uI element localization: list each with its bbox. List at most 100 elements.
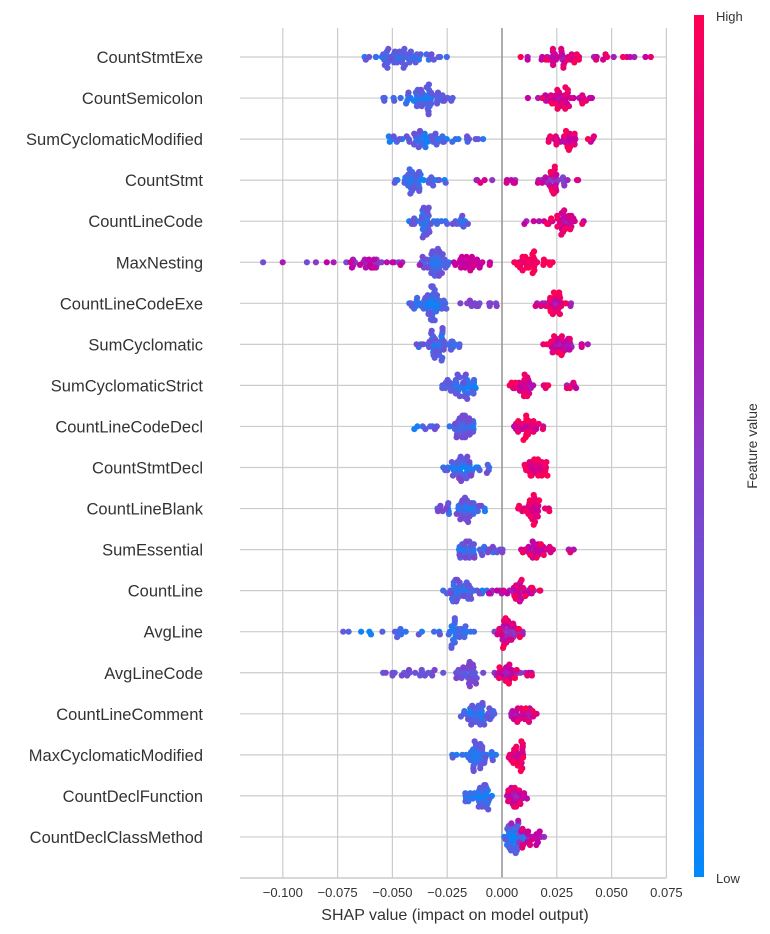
feature-label: CountLineCodeExe bbox=[60, 295, 203, 313]
shap-point bbox=[435, 349, 442, 356]
shap-point bbox=[571, 130, 578, 137]
shap-point bbox=[486, 300, 493, 307]
shap-point bbox=[546, 508, 553, 515]
shap-point bbox=[408, 302, 415, 310]
shap-point bbox=[260, 259, 267, 266]
shap-point bbox=[506, 661, 513, 668]
shap-point bbox=[413, 341, 420, 348]
shap-point bbox=[554, 86, 561, 93]
feature-label: SumCyclomatic bbox=[88, 336, 203, 354]
shap-point bbox=[562, 300, 570, 307]
shap-point bbox=[476, 546, 483, 553]
shap-point bbox=[535, 420, 542, 427]
shap-point bbox=[511, 385, 518, 392]
shap-point bbox=[394, 634, 401, 641]
shap-point bbox=[464, 220, 471, 227]
shap-point bbox=[381, 56, 388, 63]
shap-point bbox=[571, 141, 578, 148]
shap-point bbox=[493, 587, 500, 594]
shap-point bbox=[549, 349, 556, 356]
shap-point bbox=[477, 765, 484, 772]
shap-point bbox=[488, 749, 495, 756]
shap-point bbox=[521, 461, 528, 468]
shap-point bbox=[517, 767, 524, 775]
shap-point bbox=[475, 136, 482, 143]
shap-point bbox=[471, 554, 478, 561]
x-tick-label: −0.025 bbox=[427, 885, 467, 900]
feature-label: CountDeclClassMethod bbox=[30, 829, 203, 847]
shap-point bbox=[531, 456, 538, 463]
shap-point bbox=[486, 705, 493, 712]
shap-point bbox=[486, 261, 493, 268]
shap-point bbox=[550, 289, 558, 296]
shap-point bbox=[390, 133, 397, 140]
shap-point bbox=[527, 513, 534, 520]
shap-point bbox=[391, 628, 399, 635]
shap-point bbox=[468, 500, 475, 507]
shap-point bbox=[459, 212, 466, 219]
shap-point bbox=[457, 300, 464, 307]
shap-point bbox=[420, 204, 427, 211]
shap-point bbox=[454, 576, 461, 584]
shap-point bbox=[366, 53, 373, 61]
shap-point bbox=[438, 218, 445, 225]
shap-point bbox=[475, 803, 482, 810]
shap-point bbox=[545, 382, 552, 389]
shap-point bbox=[481, 782, 488, 789]
shap-point bbox=[462, 371, 469, 378]
shap-point bbox=[403, 100, 410, 107]
shap-point bbox=[414, 294, 421, 301]
shap-point bbox=[564, 177, 571, 184]
shap-point bbox=[419, 234, 426, 241]
shap-point bbox=[540, 551, 547, 559]
shap-point bbox=[481, 721, 488, 728]
shap-point bbox=[457, 453, 464, 460]
shap-point bbox=[456, 393, 463, 400]
shap-point bbox=[303, 259, 310, 266]
shap-point bbox=[394, 59, 401, 66]
shap-point bbox=[554, 105, 561, 112]
shap-point bbox=[428, 327, 435, 334]
feature-label: SumCyclomaticModified bbox=[26, 131, 203, 149]
shap-point bbox=[551, 333, 558, 340]
shap-point bbox=[462, 554, 469, 561]
x-axis-title: SHAP value (impact on model output) bbox=[321, 907, 588, 924]
feature-labels: CountStmtExeCountSemicolonSumCyclomaticM… bbox=[26, 49, 204, 847]
shap-point bbox=[430, 56, 437, 63]
shap-point bbox=[502, 836, 509, 843]
shap-point bbox=[438, 305, 445, 312]
shap-point bbox=[481, 759, 488, 767]
shap-point bbox=[527, 472, 534, 479]
shap-point bbox=[453, 510, 460, 517]
shap-point bbox=[525, 828, 532, 835]
shap-point bbox=[425, 204, 432, 211]
shap-point bbox=[417, 51, 424, 58]
shap-point bbox=[515, 418, 522, 425]
shap-point bbox=[449, 754, 456, 761]
shap-point bbox=[422, 294, 429, 301]
shap-point bbox=[442, 264, 449, 271]
shap-point bbox=[384, 64, 391, 71]
shap-point bbox=[425, 343, 433, 351]
shap-point bbox=[440, 346, 447, 353]
shap-point bbox=[521, 220, 528, 227]
shap-point bbox=[460, 379, 467, 386]
shap-point bbox=[439, 92, 446, 99]
shap-point bbox=[559, 174, 567, 181]
colorbar bbox=[694, 15, 704, 877]
shap-point bbox=[454, 625, 461, 633]
shap-point bbox=[496, 675, 503, 682]
shap-point bbox=[473, 302, 480, 310]
shap-point bbox=[437, 502, 444, 509]
shap-point bbox=[412, 669, 419, 676]
feature-label: CountStmtExe bbox=[97, 49, 203, 67]
shap-point bbox=[464, 395, 471, 402]
shap-point bbox=[526, 497, 534, 504]
shap-point bbox=[517, 53, 524, 61]
shap-point bbox=[486, 795, 493, 802]
shap-point bbox=[566, 346, 573, 353]
shap-point bbox=[474, 508, 481, 515]
shap-point bbox=[470, 390, 477, 397]
shap-point bbox=[562, 127, 570, 135]
